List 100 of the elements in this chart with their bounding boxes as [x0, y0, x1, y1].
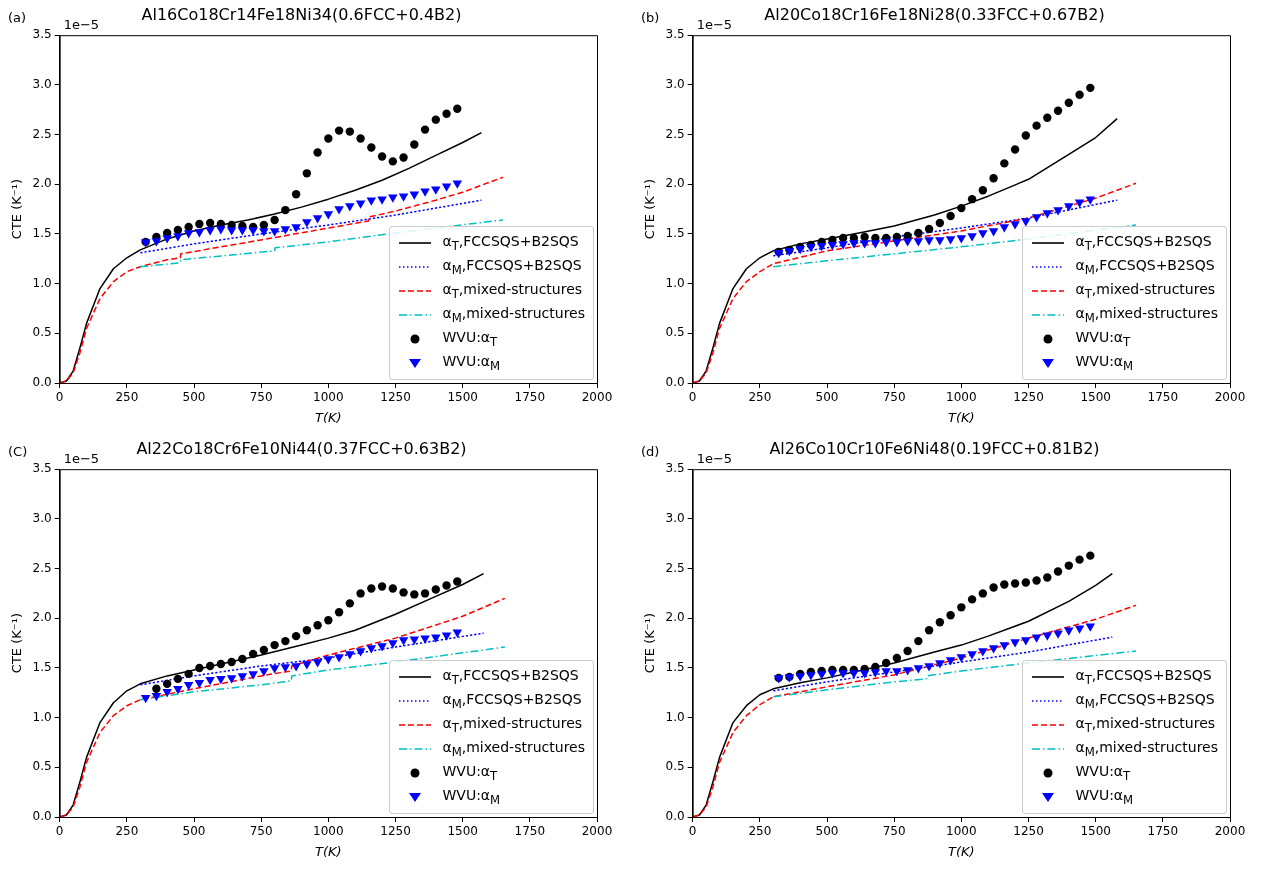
- x-tick-label: 750: [249, 824, 273, 839]
- x-tick-label: 0: [688, 824, 697, 839]
- x-tick-label: 250: [748, 390, 772, 405]
- x-tick-label: 1750: [514, 390, 546, 405]
- legend-label: α$_{T}$,mixed-structures: [442, 715, 583, 735]
- y-axis-title: CTE (K⁻¹): [642, 179, 658, 240]
- x-tick-label: 2000: [581, 824, 613, 839]
- x-tick-label: 1250: [380, 824, 411, 839]
- y-axis-title: CTE (K⁻¹): [642, 613, 658, 674]
- legend-label: α$_{M}$,mixed-structures: [1075, 739, 1218, 759]
- legend-label: α$_{M}$,mixed-structures: [1075, 305, 1218, 325]
- y-tick-label: 1.5: [665, 226, 685, 241]
- x-tick-label: 2000: [1214, 824, 1246, 839]
- x-tick-label: 250: [115, 390, 139, 405]
- x-tick-label: 2000: [581, 390, 613, 405]
- x-tick-label: 1000: [313, 824, 344, 839]
- legend-label: WVU:α$_{T}$: [1075, 763, 1131, 783]
- x-tick-label: 1500: [447, 824, 478, 839]
- legend-label: WVU:α$_{T}$: [1075, 329, 1131, 349]
- x-tick-label: 250: [115, 824, 139, 839]
- legend-label: α$_{M}$,mixed-structures: [442, 305, 585, 325]
- legend-label: α$_{T}$,mixed-structures: [442, 281, 583, 301]
- x-tick-label: 1750: [1147, 824, 1179, 839]
- x-tick-label: 1000: [946, 390, 977, 405]
- y-tick-label: 2.0: [32, 176, 52, 191]
- x-tick-label: 500: [182, 390, 206, 405]
- x-tick-label: 1500: [1080, 824, 1111, 839]
- legend-label: WVU:α$_{M}$: [1075, 787, 1134, 807]
- y-tick-label: 0.5: [665, 325, 685, 340]
- x-tick-label: 500: [815, 824, 839, 839]
- x-tick-label: 1250: [1013, 824, 1044, 839]
- x-tick-label: 1250: [1013, 390, 1044, 405]
- y-tick-label: 2.0: [665, 176, 685, 191]
- x-tick-label: 750: [249, 390, 273, 405]
- legend-label: WVU:α$_{T}$: [442, 763, 498, 783]
- y-tick-label: 1.0: [32, 275, 52, 290]
- legend-label: α$_{T}$,FCCSQS+B2SQS: [442, 667, 579, 687]
- legend-label: WVU:α$_{M}$: [442, 787, 501, 807]
- x-tick-label: 1000: [946, 824, 977, 839]
- chart-title: Al16Co18Cr14Fe18Ni34(0.6FCC+0.4B2): [141, 4, 462, 24]
- legend-label: α$_{T}$,FCCSQS+B2SQS: [1075, 667, 1212, 687]
- y-tick-label: 1.0: [665, 275, 685, 290]
- legend-label: α$_{T}$,FCCSQS+B2SQS: [442, 233, 579, 253]
- x-tick-label: 0: [55, 824, 64, 839]
- x-tick-label: 1250: [380, 390, 411, 405]
- x-tick-label: 1750: [514, 824, 546, 839]
- y-tick-label: 1.5: [32, 660, 52, 675]
- x-axis-title: T(K): [315, 843, 342, 859]
- legend-label: α$_{M}$,FCCSQS+B2SQS: [1075, 691, 1215, 711]
- y-tick-label: 1.5: [32, 226, 52, 241]
- y-tick-label: 3.0: [665, 511, 685, 526]
- y-tick-label: 2.0: [665, 610, 685, 625]
- y-tick-label: 2.5: [665, 126, 685, 141]
- y-axis-title: CTE (K⁻¹): [9, 179, 25, 240]
- chart-title: Al20Co18Cr16Fe18Ni28(0.33FCC+0.67B2): [764, 4, 1105, 24]
- y-tick-label: 0.0: [32, 375, 52, 390]
- x-tick-label: 1500: [447, 390, 478, 405]
- x-tick-label: 0: [688, 390, 697, 405]
- text: 1e−5: [63, 451, 100, 467]
- chart-title: Al26Co10Cr10Fe6Ni48(0.19FCC+0.81B2): [769, 438, 1100, 458]
- y-tick-label: 2.5: [32, 126, 52, 141]
- text: 1e−5: [63, 17, 100, 33]
- text: (d): [641, 444, 660, 459]
- x-tick-label: 0: [55, 390, 64, 405]
- y-tick-label: 0.0: [32, 809, 52, 824]
- x-tick-label: 750: [882, 390, 906, 405]
- y-tick-label: 3.0: [32, 511, 52, 526]
- legend-label: α$_{T}$,mixed-structures: [1075, 715, 1216, 735]
- text: 1e−5: [696, 451, 733, 467]
- y-tick-label: 0.5: [665, 759, 685, 774]
- legend-label: WVU:α$_{M}$: [442, 353, 501, 373]
- text: 1e−5: [696, 17, 733, 33]
- legend-label: α$_{M}$,FCCSQS+B2SQS: [442, 257, 582, 277]
- legend-label: α$_{M}$,mixed-structures: [442, 739, 585, 759]
- chart-title: Al22Co18Cr6Fe10Ni44(0.37FCC+0.63B2): [136, 438, 467, 458]
- x-tick-label: 1750: [1147, 390, 1179, 405]
- y-tick-label: 2.0: [32, 610, 52, 625]
- x-axis-title: T(K): [948, 843, 975, 859]
- x-tick-label: 1500: [1080, 390, 1111, 405]
- y-tick-label: 1.0: [665, 709, 685, 724]
- legend-label: α$_{T}$,mixed-structures: [1075, 281, 1216, 301]
- y-tick-label: 0.0: [665, 375, 685, 390]
- y-tick-label: 0.5: [32, 325, 52, 340]
- y-tick-label: 0.5: [32, 759, 52, 774]
- x-tick-label: 1000: [313, 390, 344, 405]
- text: (b): [641, 10, 660, 25]
- y-tick-label: 1.5: [665, 660, 685, 675]
- legend-label: α$_{M}$,FCCSQS+B2SQS: [442, 691, 582, 711]
- y-tick-label: 3.5: [665, 27, 685, 42]
- y-tick-label: 3.5: [32, 27, 52, 42]
- y-tick-label: 1.0: [32, 709, 52, 724]
- y-tick-label: 2.5: [665, 560, 685, 575]
- legend-label: α$_{T}$,FCCSQS+B2SQS: [1075, 233, 1212, 253]
- x-axis-title: T(K): [948, 409, 975, 425]
- x-axis-title: T(K): [315, 409, 342, 425]
- text: (C): [8, 444, 28, 459]
- x-tick-label: 250: [748, 824, 772, 839]
- y-tick-label: 0.0: [665, 809, 685, 824]
- y-tick-label: 3.5: [665, 461, 685, 476]
- legend-label: WVU:α$_{M}$: [1075, 353, 1134, 373]
